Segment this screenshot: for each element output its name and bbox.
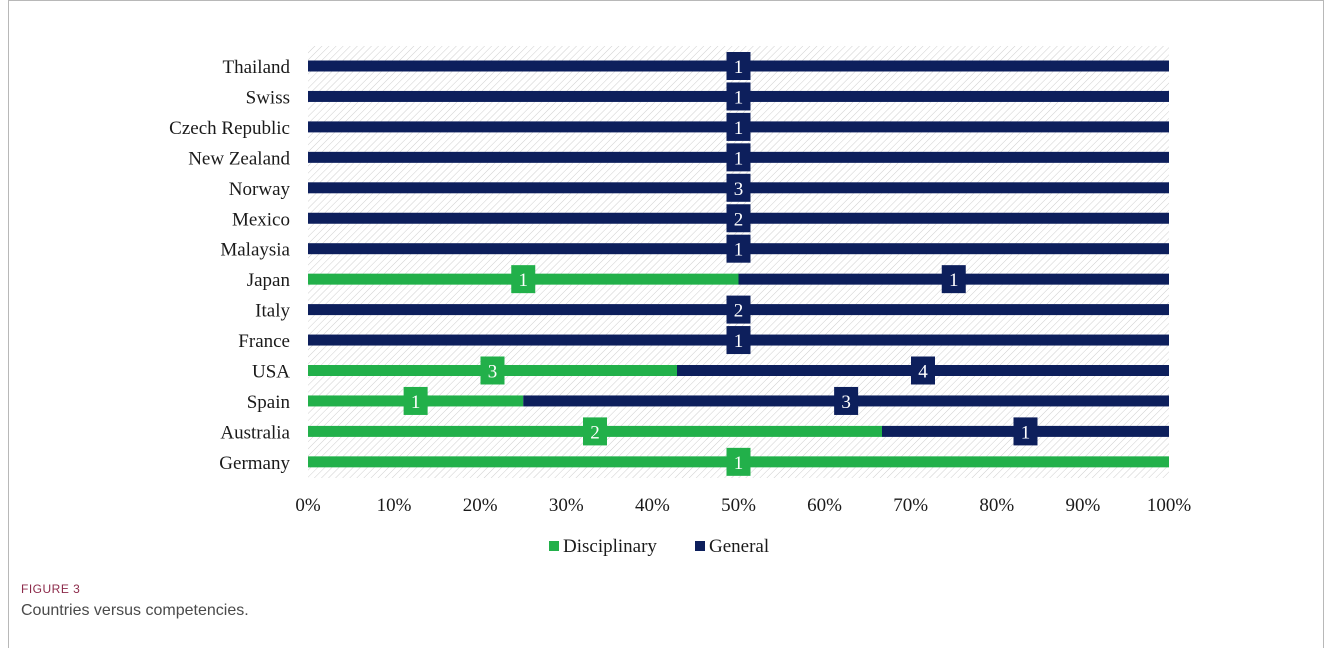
data-label-bg-japan-disciplinary — [511, 265, 536, 294]
x-tick-label-7: 70% — [893, 495, 928, 516]
data-label-bg-swiss-general — [726, 82, 751, 111]
data-label-spain-disciplinary: 1 — [411, 392, 421, 413]
data-label-bg-italy-general — [726, 295, 751, 324]
data-label-czech-republic-general: 1 — [734, 118, 744, 139]
category-label-thailand: Thailand — [222, 57, 290, 78]
category-label-mexico: Mexico — [232, 209, 290, 230]
data-label-spain-general: 3 — [841, 392, 851, 413]
data-label-norway-general: 3 — [734, 179, 744, 200]
data-label-thailand-general: 1 — [734, 57, 744, 78]
data-label-bg-thailand-general — [726, 52, 751, 80]
data-label-bg-czech-republic-general — [726, 112, 751, 141]
data-label-bg-norway-general — [726, 173, 751, 202]
category-label-malaysia: Malaysia — [220, 240, 290, 261]
x-tick-label-4: 40% — [635, 495, 670, 516]
data-label-france-general: 1 — [734, 331, 744, 352]
figure-caption: Countries versus competencies. — [21, 602, 249, 619]
legend: Disciplinary General — [549, 536, 769, 557]
x-tick-label-5: 50% — [721, 495, 756, 516]
data-label-bg-new-zealand-general — [726, 143, 751, 172]
data-label-bg-japan-general — [941, 265, 966, 294]
data-label-bg-malaysia-general — [726, 234, 751, 263]
x-tick-labels-group: 0% 10% 20% 30% 40% 50% 60% 70% 80% 90% 100% — [295, 495, 1191, 516]
category-label-new-zealand: New Zealand — [188, 148, 290, 169]
category-label-france: France — [238, 331, 290, 352]
data-label-japan-general: 1 — [949, 270, 959, 291]
category-label-japan: Japan — [247, 270, 291, 291]
x-tick-label-1: 10% — [377, 495, 412, 516]
category-label-germany: Germany — [219, 453, 290, 474]
data-label-bg-germany-disciplinary — [726, 447, 751, 476]
data-label-australia-general: 1 — [1021, 422, 1031, 443]
x-tick-label-9: 90% — [1065, 495, 1100, 516]
category-label-swiss: Swiss — [246, 87, 290, 108]
data-label-usa-disciplinary: 3 — [488, 362, 498, 383]
data-label-bg-spain-general — [834, 386, 859, 415]
data-label-germany-disciplinary: 1 — [734, 453, 744, 474]
data-label-bg-france-general — [726, 326, 751, 355]
category-label-spain: Spain — [247, 392, 291, 413]
x-tick-label-8: 80% — [979, 495, 1014, 516]
x-tick-label-2: 20% — [463, 495, 498, 516]
legend-label-disciplinary: Disciplinary — [563, 536, 657, 557]
category-labels-group: Thailand Swiss Czech Republic New Zealand No… — [169, 57, 290, 474]
data-label-swiss-general: 1 — [734, 87, 744, 108]
data-label-malaysia-general: 1 — [734, 240, 744, 261]
x-tick-label-6: 60% — [807, 495, 842, 516]
data-label-bg-spain-disciplinary — [403, 386, 428, 415]
category-label-italy: Italy — [255, 301, 290, 322]
category-label-norway: Norway — [229, 179, 291, 200]
stacked-bar-chart: 1 1 1 1 3 2 1 1 1 2 1 3 4 1 3 2 1 1 Thailand Swiss Czech Re… — [169, 46, 1191, 557]
category-label-usa: USA — [252, 362, 290, 383]
segment-labels-group: 1 1 1 1 3 2 1 1 1 2 1 3 4 1 3 2 1 1 — [403, 52, 1038, 476]
data-label-bg-usa-disciplinary — [480, 356, 505, 385]
data-label-mexico-general: 2 — [734, 209, 744, 230]
legend-swatch-disciplinary — [549, 541, 559, 551]
figure-frame — [8, 0, 1324, 648]
data-label-japan-disciplinary: 1 — [519, 270, 529, 291]
data-label-bg-usa-general — [911, 356, 935, 385]
data-label-new-zealand-general: 1 — [734, 148, 744, 169]
data-label-bg-australia-disciplinary — [583, 417, 607, 446]
legend-swatch-general — [695, 541, 705, 551]
category-label-australia: Australia — [220, 422, 290, 443]
x-tick-label-3: 30% — [549, 495, 584, 516]
x-tick-label-0: 0% — [295, 495, 321, 516]
category-label-czech-republic: Czech Republic — [169, 118, 290, 139]
data-label-australia-disciplinary: 2 — [590, 422, 600, 443]
figure-label: FIGURE 3 — [21, 582, 81, 596]
data-label-bg-australia-general — [1013, 417, 1038, 446]
data-label-bg-mexico-general — [726, 204, 751, 233]
data-label-usa-general: 4 — [918, 362, 928, 383]
legend-label-general: General — [709, 536, 769, 557]
data-label-italy-general: 2 — [734, 301, 744, 322]
x-tick-label-10: 100% — [1147, 495, 1192, 516]
